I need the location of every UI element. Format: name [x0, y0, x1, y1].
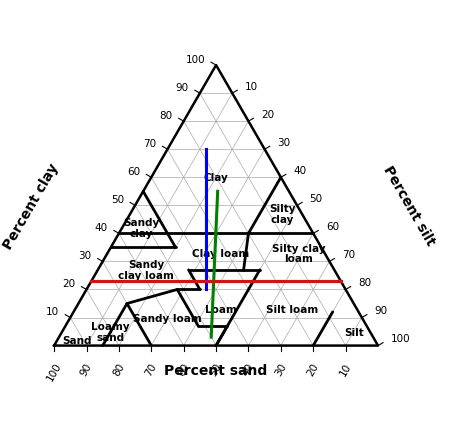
Text: 10: 10 [245, 81, 258, 92]
Text: 30: 30 [273, 360, 289, 377]
Text: 70: 70 [342, 250, 355, 260]
Text: 100: 100 [391, 333, 410, 343]
Text: Sandy
clay: Sandy clay [123, 218, 160, 239]
Text: 80: 80 [111, 360, 127, 377]
Text: Loamy
sand: Loamy sand [91, 321, 130, 342]
Text: 40: 40 [95, 223, 108, 233]
Text: 10: 10 [338, 360, 353, 377]
Text: 80: 80 [159, 110, 173, 120]
Text: 10: 10 [46, 307, 59, 316]
Text: 50: 50 [310, 194, 323, 204]
Text: Loam: Loam [205, 304, 237, 314]
Text: Sandy loam: Sandy loam [133, 313, 202, 323]
Text: 100: 100 [45, 360, 64, 382]
Text: 60: 60 [127, 166, 140, 177]
Text: Sand: Sand [62, 335, 91, 345]
Text: 30: 30 [277, 138, 291, 148]
Text: Silt: Silt [344, 327, 364, 337]
Text: 70: 70 [144, 360, 159, 377]
Text: Silty clay
loam: Silty clay loam [272, 243, 326, 264]
Text: 20: 20 [306, 360, 321, 377]
Text: 60: 60 [326, 222, 339, 232]
Text: 20: 20 [261, 110, 274, 120]
Text: Clay loam: Clay loam [192, 248, 249, 258]
Text: 70: 70 [143, 138, 156, 148]
Text: 80: 80 [358, 278, 371, 287]
Text: 50: 50 [209, 360, 224, 377]
Text: 40: 40 [293, 166, 307, 176]
Text: 30: 30 [79, 251, 91, 261]
Text: 50: 50 [111, 194, 124, 205]
Text: Sandy
clay loam: Sandy clay loam [118, 260, 174, 281]
Text: Silty
clay: Silty clay [269, 204, 296, 225]
Text: 90: 90 [374, 306, 388, 315]
Text: 60: 60 [176, 360, 191, 377]
Text: Clay: Clay [204, 173, 228, 183]
Text: 90: 90 [79, 360, 94, 377]
Text: 90: 90 [176, 82, 189, 92]
Text: 100: 100 [185, 55, 205, 64]
Text: Percent silt: Percent silt [380, 163, 438, 248]
Text: Percent clay: Percent clay [1, 161, 62, 251]
Text: Silt loam: Silt loam [266, 304, 319, 314]
Text: Percent sand: Percent sand [164, 364, 268, 378]
Text: 20: 20 [62, 279, 75, 288]
Text: 40: 40 [241, 360, 256, 377]
